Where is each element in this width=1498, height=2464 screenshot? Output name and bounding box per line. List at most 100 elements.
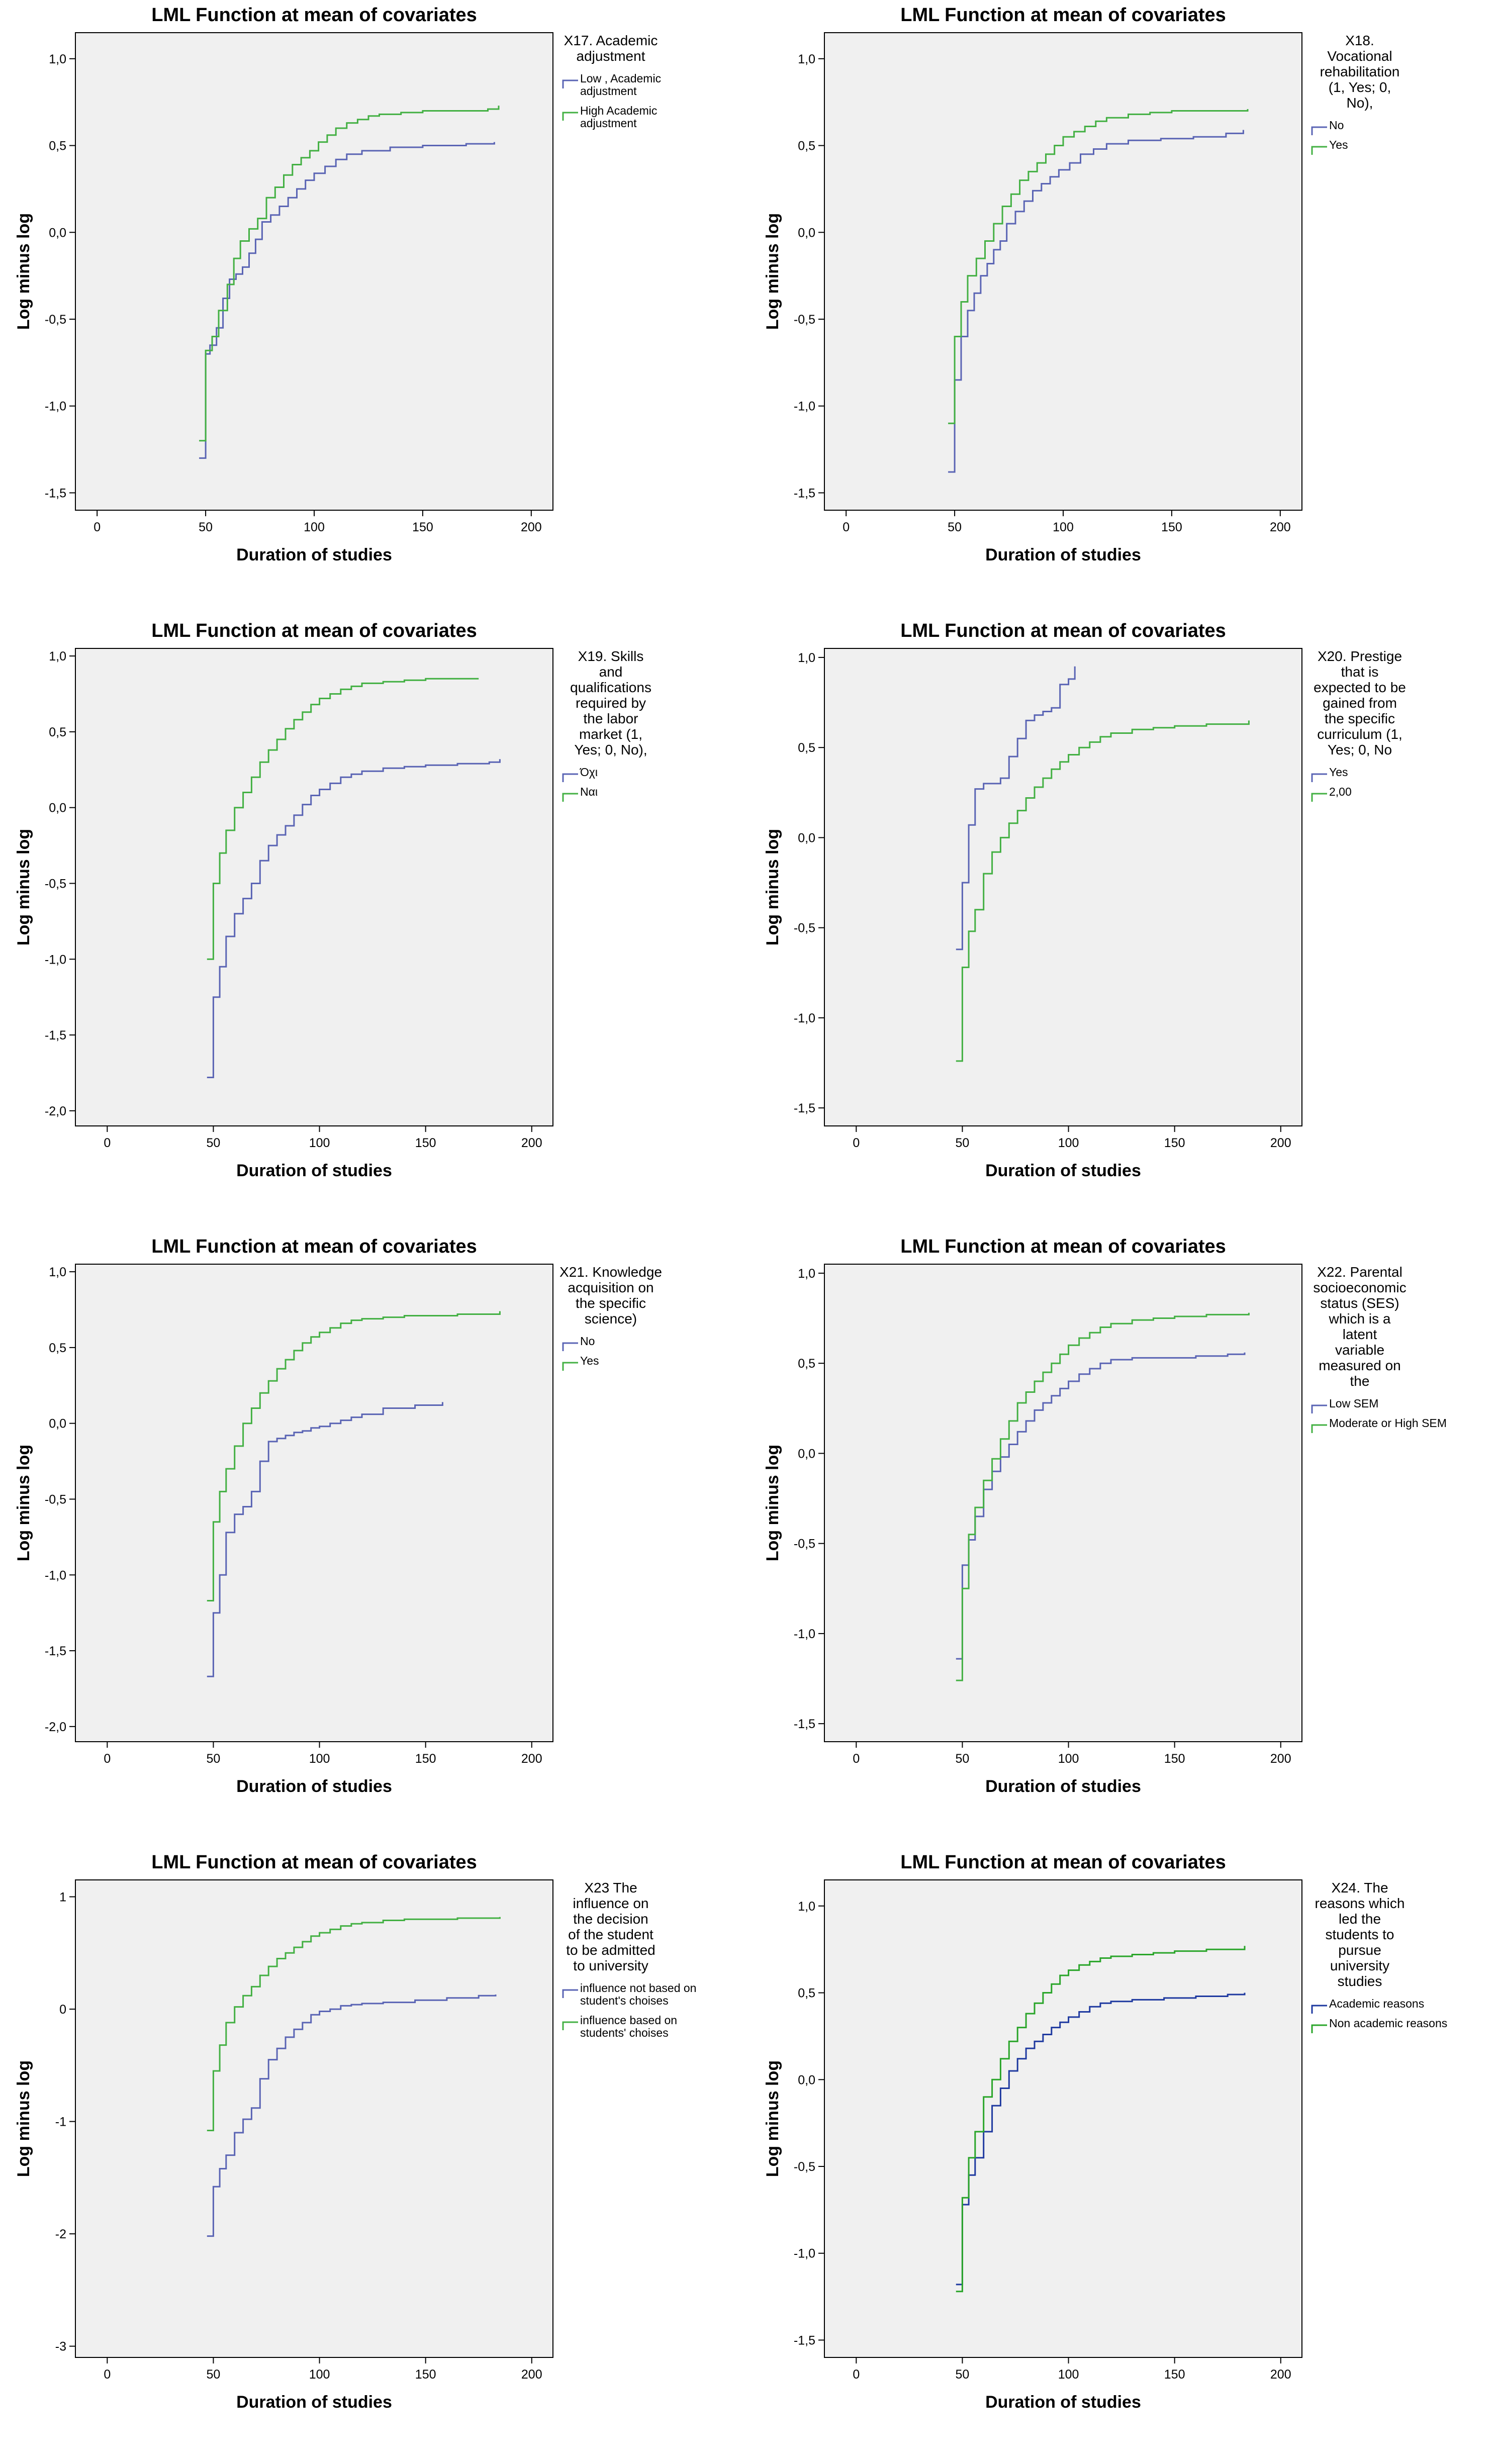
chart-panel-8: LML Function at mean of covariates 0 50 100… <box>749 1847 1498 2463</box>
plot-area <box>824 32 1302 511</box>
legend-swatch-2 <box>562 112 578 121</box>
x-tick-label: 200 <box>521 520 542 534</box>
y-tick-label: -1,0 <box>45 1568 66 1582</box>
x-tick-label: 200 <box>521 2367 542 2382</box>
x-axis-label: Duration of studies <box>985 545 1141 564</box>
series-line-2 <box>207 1917 501 2131</box>
series-line-1 <box>207 1995 497 2237</box>
chart-svg: LML Function at mean of covariates 0 50 100… <box>14 1852 696 2412</box>
series-line-2 <box>956 720 1250 1062</box>
legend-entry-1: Low SEM <box>1329 1397 1378 1410</box>
x-tick-label: 50 <box>207 2367 221 2382</box>
chart-svg: LML Function at mean of covariates 0 50 100… <box>14 1236 662 1796</box>
y-tick-label: -0,5 <box>45 313 66 327</box>
x-tick-label: 0 <box>853 1136 860 1150</box>
x-tick-label: 100 <box>1058 1752 1079 1766</box>
y-tick-label: -1,0 <box>794 1627 815 1641</box>
y-tick-label: -1,5 <box>794 1101 815 1115</box>
chart-title: LML Function at mean of covariates <box>900 5 1226 26</box>
chart-title: LML Function at mean of covariates <box>151 1236 477 1257</box>
legend-title: X20. Prestige that is expected to be gained… <box>1314 648 1406 757</box>
series-line-1 <box>956 1993 1246 2286</box>
legend-swatch-2 <box>562 1362 578 1371</box>
x-tick-label: 200 <box>1270 2367 1291 2382</box>
x-tick-label: 200 <box>1270 520 1291 534</box>
x-tick-label: 0 <box>104 1752 111 1766</box>
y-tick-label: 0,5 <box>798 139 815 153</box>
x-tick-label: 0 <box>93 520 101 534</box>
x-tick-label: 50 <box>199 520 213 534</box>
y-tick-label: -0,5 <box>45 877 66 891</box>
legend-swatch-1 <box>1311 773 1327 782</box>
series-line-1 <box>199 142 495 459</box>
x-axis-label: Duration of studies <box>985 2393 1141 2412</box>
x-tick-label: 0 <box>104 2367 111 2382</box>
x-tick-label: 200 <box>521 1136 542 1150</box>
legend-entry-2: Moderate or High SEM <box>1329 1416 1447 1430</box>
plot-area <box>75 1264 553 1742</box>
x-tick-label: 0 <box>104 1136 111 1150</box>
legend-title: X17. Academic adjustment <box>564 33 658 64</box>
legend-swatch-2 <box>562 793 578 802</box>
y-tick-label: -0,5 <box>794 1537 815 1551</box>
legend-swatch-1 <box>1311 126 1327 135</box>
chart-panel-1: LML Function at mean of covariates 0 50 100… <box>0 0 749 616</box>
y-axis-label: Log minus log <box>763 829 782 945</box>
y-tick-label: -1,0 <box>45 400 66 414</box>
legend-entry-1: No <box>1329 119 1344 132</box>
plot-area <box>75 648 553 1126</box>
y-tick-label: 0,0 <box>798 2073 815 2087</box>
x-axis-label: Duration of studies <box>236 2393 392 2412</box>
y-tick-label: -1,0 <box>45 953 66 967</box>
series-line-2 <box>207 1311 501 1601</box>
y-axis-label: Log minus log <box>763 1445 782 1561</box>
y-tick-label: -2,0 <box>45 1104 66 1118</box>
x-tick-label: 150 <box>1164 1752 1185 1766</box>
y-tick-label: 0 <box>59 2003 66 2017</box>
x-axis-label: Duration of studies <box>985 1161 1141 1180</box>
plot-area <box>75 32 553 511</box>
chart-title: LML Function at mean of covariates <box>900 1852 1226 1873</box>
legend-entry-2: influence based on students' choises <box>580 2014 677 2039</box>
x-axis-label: Duration of studies <box>236 1161 392 1180</box>
legend-entry-1: influence not based on student's choises <box>580 1981 696 2007</box>
x-tick-label: 200 <box>1270 1136 1291 1150</box>
x-tick-label: 50 <box>207 1136 221 1150</box>
legend-swatch-1 <box>562 1989 578 1998</box>
plot-area <box>824 648 1302 1126</box>
y-tick-label: 0,5 <box>798 741 815 755</box>
legend-entry-1: Yes <box>1329 766 1348 779</box>
chart-panel-2: LML Function at mean of covariates 0 50 100… <box>749 0 1498 616</box>
y-tick-label: 0,5 <box>798 1986 815 2001</box>
x-tick-label: 150 <box>1164 1136 1185 1150</box>
legend-entry-2: High Academic adjustment <box>580 104 657 130</box>
chart-svg: LML Function at mean of covariates 0 50 100… <box>763 5 1399 564</box>
x-tick-label: 0 <box>842 520 850 534</box>
legend-entry-2: Ναι <box>580 785 598 798</box>
x-tick-label: 50 <box>956 2367 970 2382</box>
chart-svg: LML Function at mean of covariates 0 50 100… <box>14 620 651 1180</box>
y-tick-label: 0,5 <box>798 1357 815 1371</box>
y-tick-label: 0,5 <box>49 1341 66 1355</box>
y-tick-label: 0,0 <box>49 1417 66 1431</box>
chart-svg: LML Function at mean of covariates 0 50 100… <box>763 620 1406 1180</box>
series-line-1 <box>956 666 1076 951</box>
series-line-2 <box>956 1946 1246 2293</box>
legend-swatch-2 <box>1311 793 1327 802</box>
y-tick-label: -1,0 <box>794 400 815 414</box>
y-tick-label: 1,0 <box>49 1265 66 1279</box>
chart-panel-5: LML Function at mean of covariates 0 50 100… <box>0 1231 749 1847</box>
chart-title: LML Function at mean of covariates <box>900 620 1226 641</box>
legend-swatch-1 <box>562 79 578 88</box>
y-tick-label: -1 <box>55 2115 66 2129</box>
x-tick-label: 100 <box>304 520 325 534</box>
chart-title: LML Function at mean of covariates <box>151 1852 477 1873</box>
legend-swatch-2 <box>1311 2024 1327 2033</box>
chart-panel-6: LML Function at mean of covariates 0 50 100… <box>749 1231 1498 1847</box>
y-axis-label: Log minus log <box>763 213 782 330</box>
y-tick-label: 1,0 <box>798 1267 815 1281</box>
legend-swatch-2 <box>562 2021 578 2030</box>
chart-title: LML Function at mean of covariates <box>151 620 477 641</box>
legend-entry-2: Yes <box>1329 138 1348 151</box>
